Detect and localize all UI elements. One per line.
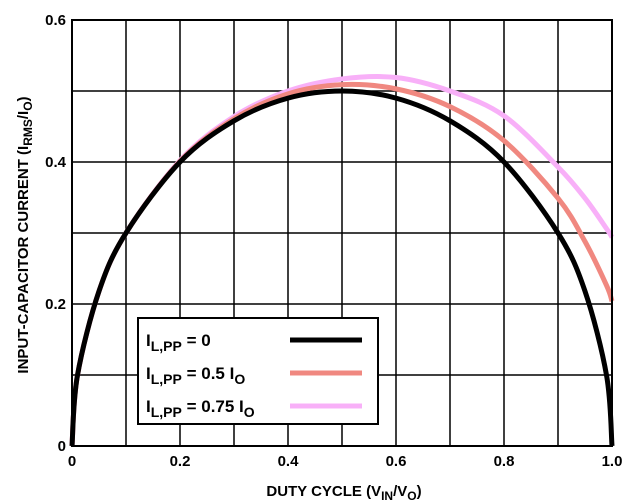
x-tick-label: 0	[68, 453, 76, 470]
plot-frame	[71, 19, 613, 447]
series-line-0	[69, 88, 615, 447]
y-tick-label: 0.2	[45, 296, 66, 313]
x-tick-label: 1.0	[602, 453, 623, 470]
legend-label-0: IL,PP = 0	[146, 331, 211, 354]
x-tick-label: 0.6	[386, 453, 407, 470]
plot-lines	[69, 73, 615, 447]
y-tick-label: 0.6	[45, 12, 66, 29]
y-axis-title: INPUT-CAPACITOR CURRENT (IRMS/IO)	[15, 96, 35, 373]
y-tick-label: 0.4	[45, 154, 67, 171]
y-tick-labels: 0 0.2 0.4 0.6	[45, 12, 67, 455]
y-tick-label: 0	[58, 438, 66, 455]
x-tick-labels: 0 0.2 0.4 0.6 0.8 1.0	[68, 453, 623, 470]
x-axis-title: DUTY CYCLE (VIN/VO)	[266, 483, 421, 500]
legend-label-1: IL,PP = 0.5 IO	[146, 364, 245, 387]
legend: IL,PP = 0 IL,PP = 0.5 IO IL,PP = 0.75 IO	[137, 317, 379, 425]
x-tick-label: 0.2	[170, 453, 191, 470]
x-tick-label: 0.4	[278, 453, 300, 470]
x-tick-label: 0.8	[494, 453, 515, 470]
legend-label-2: IL,PP = 0.75 IO	[146, 397, 255, 420]
